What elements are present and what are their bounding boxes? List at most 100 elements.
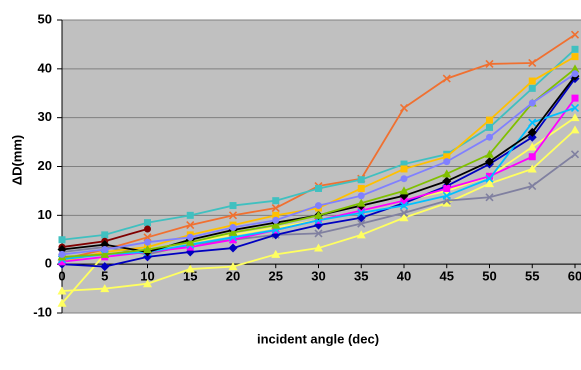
y-tick-label: 0 bbox=[45, 256, 52, 271]
marker bbox=[57, 286, 67, 295]
marker bbox=[485, 59, 494, 69]
x-axis-label: incident angle (dec) bbox=[257, 331, 379, 346]
marker bbox=[357, 184, 365, 192]
y-tick-label: 50 bbox=[38, 11, 52, 26]
marker bbox=[272, 197, 280, 205]
x-tick-label: 35 bbox=[354, 269, 368, 284]
marker bbox=[229, 202, 237, 210]
marker bbox=[228, 243, 238, 253]
marker bbox=[486, 116, 493, 124]
marker bbox=[527, 164, 537, 173]
marker bbox=[186, 233, 194, 241]
marker bbox=[229, 236, 237, 244]
x-tick-label: 30 bbox=[311, 269, 325, 284]
marker bbox=[528, 84, 536, 92]
x-tick-label: 5 bbox=[101, 269, 108, 284]
marker bbox=[143, 252, 152, 262]
marker bbox=[186, 211, 194, 219]
marker bbox=[272, 211, 280, 219]
marker bbox=[400, 160, 408, 168]
marker bbox=[100, 262, 110, 272]
x-tick-label: 40 bbox=[397, 269, 411, 284]
marker bbox=[400, 197, 408, 205]
marker bbox=[144, 238, 151, 246]
marker bbox=[229, 224, 237, 232]
marker bbox=[186, 221, 195, 230]
marker bbox=[144, 219, 151, 227]
marker bbox=[570, 30, 580, 39]
marker bbox=[357, 206, 365, 214]
x-tick-label: 25 bbox=[269, 269, 283, 284]
marker bbox=[57, 298, 67, 307]
marker bbox=[314, 210, 323, 219]
marker bbox=[228, 211, 238, 220]
marker bbox=[486, 123, 493, 131]
marker bbox=[101, 231, 109, 239]
marker bbox=[315, 202, 322, 210]
marker bbox=[100, 284, 110, 293]
x-tick-label: 20 bbox=[226, 269, 240, 284]
marker bbox=[271, 220, 281, 229]
marker bbox=[571, 94, 579, 102]
marker bbox=[442, 191, 451, 200]
marker bbox=[443, 153, 451, 161]
marker bbox=[570, 150, 580, 159]
marker bbox=[442, 198, 452, 207]
marker bbox=[357, 219, 366, 228]
marker bbox=[186, 243, 194, 251]
marker bbox=[58, 236, 66, 244]
marker bbox=[357, 176, 365, 184]
marker bbox=[485, 174, 494, 183]
marker bbox=[570, 64, 580, 73]
marker bbox=[571, 45, 579, 53]
marker bbox=[485, 193, 494, 202]
marker bbox=[528, 118, 537, 127]
marker bbox=[357, 192, 365, 200]
marker bbox=[357, 208, 366, 217]
marker bbox=[485, 157, 494, 167]
x-tick-label: 10 bbox=[140, 269, 154, 284]
marker bbox=[528, 153, 536, 161]
marker bbox=[143, 279, 152, 288]
marker bbox=[570, 125, 580, 134]
marker bbox=[442, 74, 451, 83]
marker bbox=[185, 237, 195, 246]
marker bbox=[443, 158, 451, 166]
marker bbox=[58, 250, 66, 258]
marker bbox=[356, 230, 366, 239]
marker bbox=[271, 203, 280, 213]
marker bbox=[185, 264, 195, 273]
marker bbox=[272, 216, 280, 224]
x-tick-label: 45 bbox=[440, 269, 454, 284]
marker bbox=[527, 127, 537, 137]
marker bbox=[442, 176, 452, 186]
x-tick-label: 55 bbox=[525, 269, 539, 284]
y-tick-label: 40 bbox=[38, 60, 52, 75]
marker bbox=[528, 99, 536, 107]
marker bbox=[527, 132, 537, 142]
marker bbox=[443, 184, 451, 192]
marker bbox=[486, 133, 493, 141]
marker bbox=[400, 165, 408, 173]
marker bbox=[527, 142, 537, 151]
marker bbox=[314, 229, 323, 238]
marker bbox=[58, 258, 66, 266]
marker bbox=[314, 243, 323, 252]
marker bbox=[528, 58, 537, 68]
marker bbox=[400, 175, 408, 183]
y-tick-label: -10 bbox=[33, 304, 52, 319]
marker bbox=[100, 249, 110, 258]
marker bbox=[571, 53, 579, 61]
marker bbox=[399, 186, 409, 195]
marker bbox=[571, 70, 579, 78]
y-axis-label: ΔD(mm) bbox=[9, 135, 24, 186]
marker bbox=[570, 113, 580, 122]
y-tick-label: 10 bbox=[38, 207, 52, 222]
marker bbox=[399, 201, 409, 210]
marker bbox=[442, 169, 452, 178]
marker bbox=[356, 198, 366, 207]
marker bbox=[315, 184, 322, 192]
marker bbox=[143, 245, 152, 254]
marker bbox=[399, 103, 409, 112]
